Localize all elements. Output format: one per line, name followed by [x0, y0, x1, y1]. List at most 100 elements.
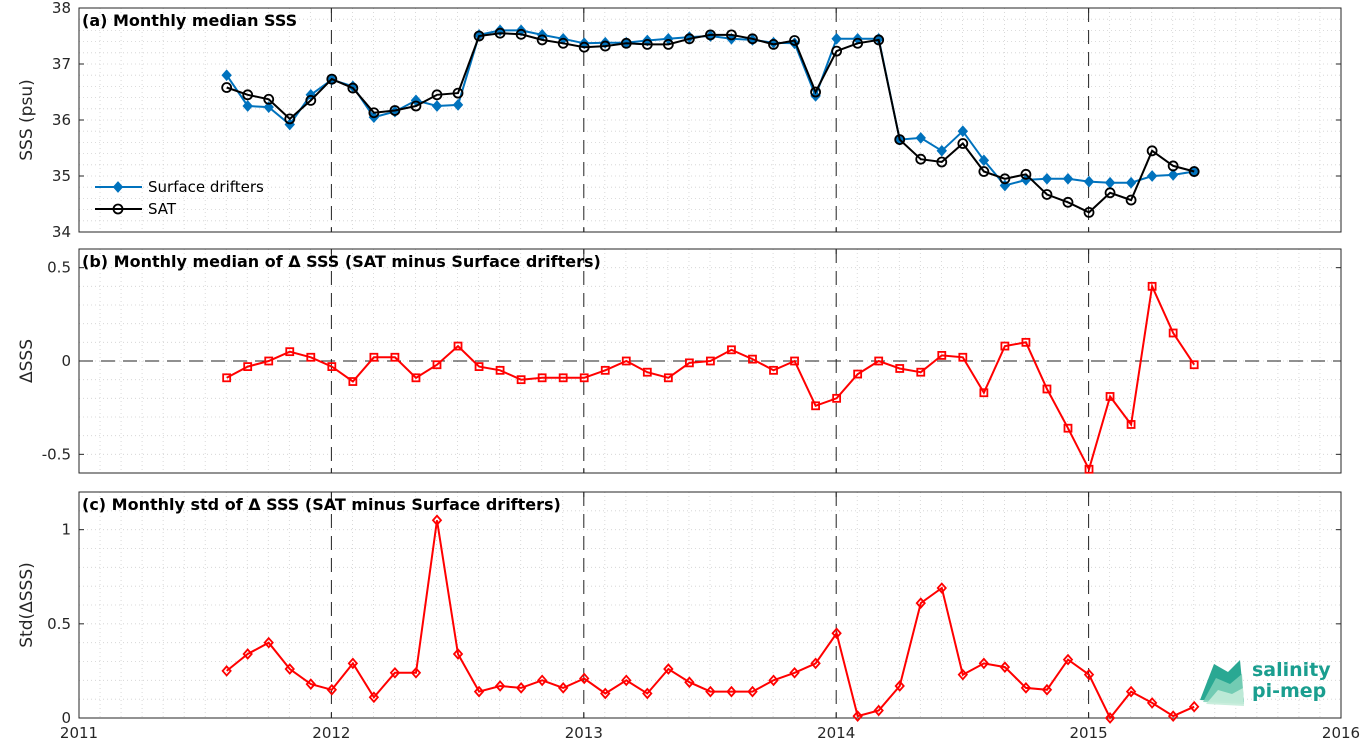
data-point	[348, 377, 358, 386]
data-point	[727, 345, 736, 355]
data-point	[242, 648, 253, 660]
y-tick-label: 0	[61, 709, 71, 727]
data-point	[684, 676, 695, 689]
data-point	[453, 341, 463, 351]
data-point	[621, 674, 632, 687]
x-tick-label: 2012	[312, 724, 350, 742]
data-point	[263, 101, 274, 113]
data-point	[1168, 328, 1178, 338]
logo-text-salinity: salinity	[1252, 659, 1331, 681]
panel-std-delta-sss: 0 0.5 1 2011 2012 2013 2014 2015 2016 Std(ΔSSS) (c…	[17, 491, 1360, 742]
data-point	[1167, 710, 1179, 722]
data-point	[874, 356, 884, 366]
data-point	[1147, 281, 1157, 291]
data-point	[894, 134, 906, 146]
data-point	[810, 657, 821, 670]
data-point	[789, 666, 800, 679]
y-tick-label: 35	[52, 167, 71, 185]
data-point	[389, 666, 401, 679]
data-point	[432, 360, 442, 370]
data-point	[978, 657, 990, 670]
data-point	[368, 107, 380, 119]
data-point	[1021, 337, 1031, 347]
data-point	[368, 691, 380, 704]
y-tick-label: -0.5	[42, 445, 71, 463]
x-tick-label: 2016	[1322, 724, 1360, 742]
data-point	[999, 661, 1011, 674]
data-point	[873, 704, 884, 717]
data-point	[1125, 685, 1137, 698]
data-point	[915, 132, 926, 144]
data-point	[1062, 196, 1074, 208]
data-point	[1041, 189, 1053, 200]
data-point	[474, 362, 484, 372]
data-point	[600, 365, 610, 375]
data-point	[895, 364, 905, 373]
data-point	[811, 401, 820, 411]
data-point	[957, 668, 969, 681]
y-tick-label: 0	[61, 352, 71, 370]
data-point	[978, 166, 990, 177]
legend-label: Surface drifters	[148, 178, 264, 196]
data-point	[936, 144, 947, 157]
data-point	[937, 350, 947, 360]
x-tick-label: 2011	[60, 724, 98, 742]
x-tick-label: 2013	[565, 724, 603, 742]
data-point	[494, 680, 506, 692]
y-tick-label: 0.5	[47, 615, 71, 633]
legend-marker	[112, 203, 124, 215]
data-point	[221, 69, 232, 82]
data-point	[726, 29, 737, 41]
data-point	[306, 352, 316, 362]
data-point	[536, 34, 548, 46]
data-point	[515, 28, 527, 40]
data-point	[221, 82, 233, 93]
panel-median-delta-sss: -0.5 0 0.5 ΔSSS (b) Monthly median of Δ SSS …	[17, 248, 1342, 474]
data-point	[1000, 341, 1010, 351]
grid	[79, 492, 1341, 718]
series-line	[226, 282, 1196, 473]
data-point	[621, 356, 631, 366]
y-axis-label: ΔSSS	[17, 339, 37, 383]
y-tick-label: 36	[52, 111, 71, 129]
data-point	[557, 682, 569, 694]
data-point	[284, 113, 296, 125]
data-point	[1020, 682, 1032, 694]
data-point	[242, 89, 254, 101]
data-point	[1104, 712, 1116, 724]
data-point	[957, 138, 969, 149]
data-point	[641, 39, 653, 50]
data-point	[600, 687, 611, 700]
data-point	[1188, 166, 1200, 177]
data-point	[978, 154, 990, 167]
data-point	[537, 373, 547, 383]
data-point	[831, 45, 843, 57]
data-point	[1167, 160, 1179, 172]
data-point	[515, 682, 527, 694]
data-point	[410, 666, 422, 679]
data-point	[957, 125, 969, 138]
data-point	[1063, 423, 1073, 433]
data-point	[473, 685, 485, 698]
data-point	[326, 683, 338, 696]
data-point	[264, 356, 274, 366]
series-sat	[221, 27, 1200, 218]
series-delta	[222, 281, 1199, 474]
data-point	[579, 373, 589, 383]
data-point	[894, 680, 905, 692]
y-tick-label: 1	[61, 521, 71, 539]
data-point	[1041, 683, 1053, 696]
data-point	[305, 678, 316, 690]
logo-mark-icon	[1200, 660, 1244, 706]
data-point	[683, 33, 695, 45]
data-point	[705, 29, 716, 41]
y-tick-label: 38	[52, 0, 71, 17]
data-point	[411, 373, 421, 383]
data-point	[999, 173, 1011, 185]
data-point	[326, 73, 338, 85]
legend-marker	[112, 181, 124, 193]
data-point	[1146, 697, 1158, 709]
data-point	[705, 685, 716, 698]
data-point	[473, 30, 485, 42]
